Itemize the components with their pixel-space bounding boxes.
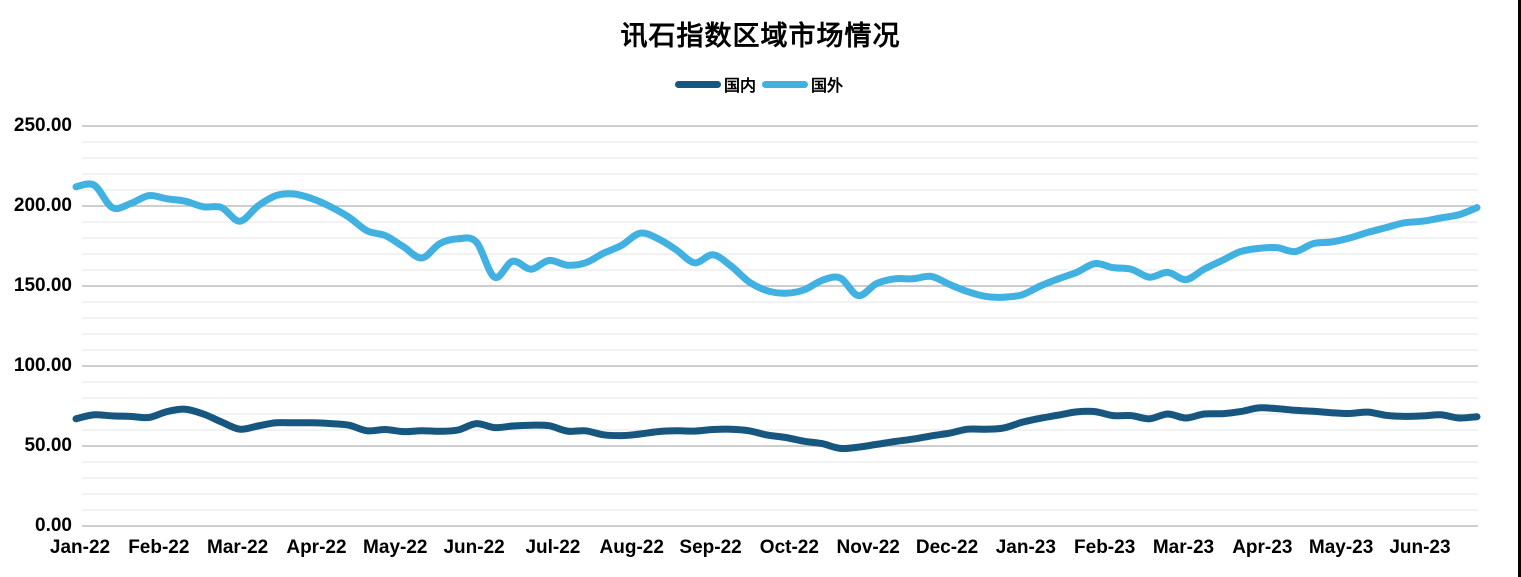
y-tick-label: 150.00: [13, 275, 72, 296]
legend-label-foreign: 国外: [811, 78, 844, 95]
x-tick-label: Jan-23: [995, 537, 1056, 558]
legend-item-foreign: 国外: [762, 72, 846, 96]
chart-title: 讯石指数区域市场情况: [620, 21, 901, 51]
x-tick-label: Oct-22: [759, 537, 819, 558]
x-tick-label: Sep-22: [679, 537, 742, 558]
y-tick-label: 100.00: [13, 355, 72, 376]
x-tick-label: May-23: [1308, 537, 1374, 558]
y-tick-label: 250.00: [13, 115, 72, 136]
foreign-series-swatch: [762, 80, 808, 88]
x-tick-label: Feb-23: [1074, 537, 1136, 558]
y-tick-label: 50.00: [24, 435, 72, 456]
x-tick-label: Jan-22: [49, 537, 111, 558]
x-tick-label: Jun-23: [1389, 537, 1451, 558]
x-tick-label: Mar-23: [1152, 537, 1215, 558]
legend-label-domestic: 国内: [723, 78, 756, 95]
domestic-series-swatch: [674, 80, 721, 88]
x-tick-label: May-22: [363, 537, 428, 558]
foreign-series-line: [72, 180, 1481, 301]
y-tick-label: 0.00: [35, 515, 72, 536]
x-tick-label: Jul-22: [525, 537, 581, 558]
x-tick-label: Nov-22: [836, 537, 900, 558]
x-tick-label: Dec-22: [915, 537, 979, 558]
window-right-border: [1518, 0, 1521, 577]
x-tick-label: Mar-22: [207, 537, 269, 558]
domestic-series-line: [72, 404, 1481, 453]
x-tick-label: Aug-22: [599, 537, 664, 558]
x-tick-label: Apr-22: [286, 537, 347, 558]
x-tick-label: Apr-23: [1232, 537, 1293, 558]
legend-item-domestic: 国内: [674, 72, 759, 96]
x-tick-label: Jun-22: [443, 537, 505, 558]
x-tick-label: Feb-22: [128, 537, 190, 558]
chart-legend: 国内 国外: [0, 72, 1521, 96]
y-tick-label: 200.00: [13, 195, 72, 216]
